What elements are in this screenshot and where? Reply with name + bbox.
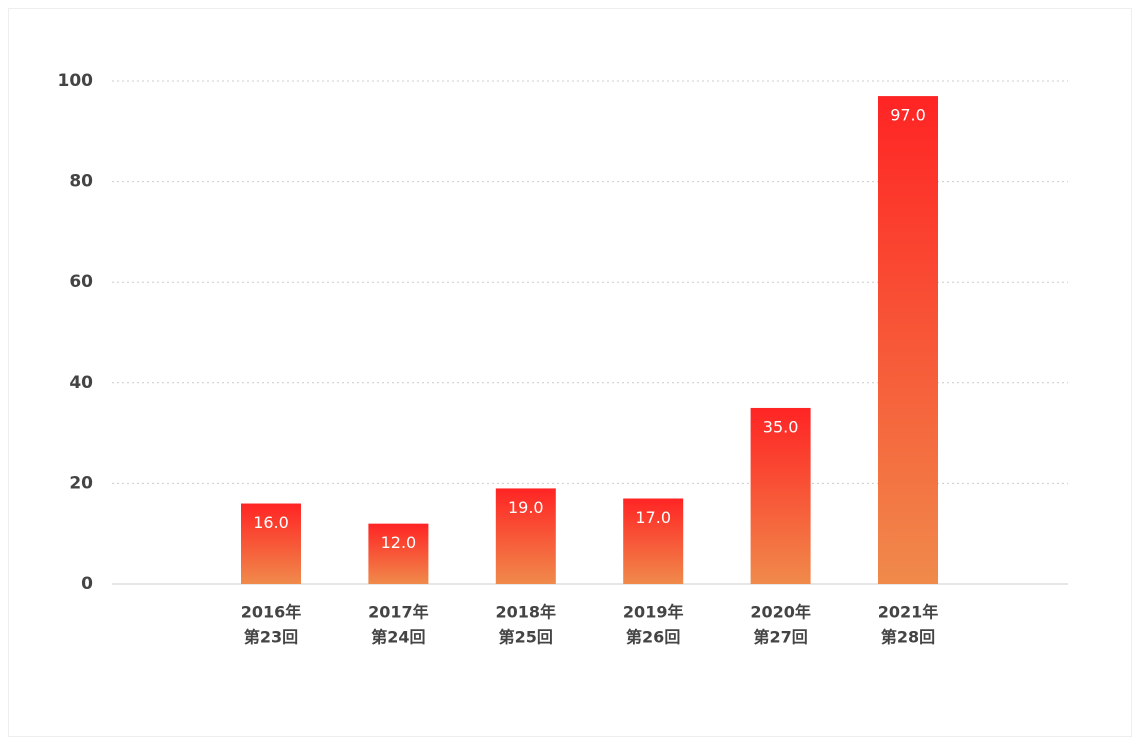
x-tick-label: 2019年 (623, 603, 684, 622)
value-label: 16.0 (253, 513, 289, 532)
y-tick-label: 0 (81, 574, 93, 594)
bar (495, 488, 556, 584)
x-tick-label: 2016年 (241, 603, 302, 622)
x-tick-label: 第23回 (244, 628, 298, 647)
y-tick-label: 80 (69, 172, 93, 192)
x-tick-label: 第24回 (371, 628, 425, 647)
y-tick-label: 40 (69, 373, 93, 393)
x-tick-label: 第26回 (626, 628, 680, 647)
x-tick-label: 第28回 (881, 628, 935, 647)
y-tick-label: 60 (69, 272, 93, 292)
x-tick-label: 2021年 (878, 603, 939, 622)
value-label: 19.0 (508, 498, 544, 517)
bar (241, 503, 301, 584)
value-label: 35.0 (763, 417, 799, 436)
value-label: 12.0 (381, 533, 417, 552)
x-tick-label: 2017年 (368, 603, 429, 622)
bar (623, 498, 684, 584)
y-tick-label: 20 (69, 473, 93, 493)
bar (878, 96, 938, 584)
value-label: 17.0 (635, 508, 671, 527)
bar (368, 523, 429, 584)
x-tick-label: 第27回 (753, 628, 807, 647)
card (8, 8, 1132, 737)
x-tick-label: 2020年 (750, 603, 811, 622)
y-tick-label: 100 (58, 71, 94, 91)
bar (750, 407, 811, 584)
value-label: 97.0 (890, 106, 926, 125)
x-tick-label: 2018年 (496, 603, 557, 622)
x-tick-label: 第25回 (499, 628, 553, 647)
